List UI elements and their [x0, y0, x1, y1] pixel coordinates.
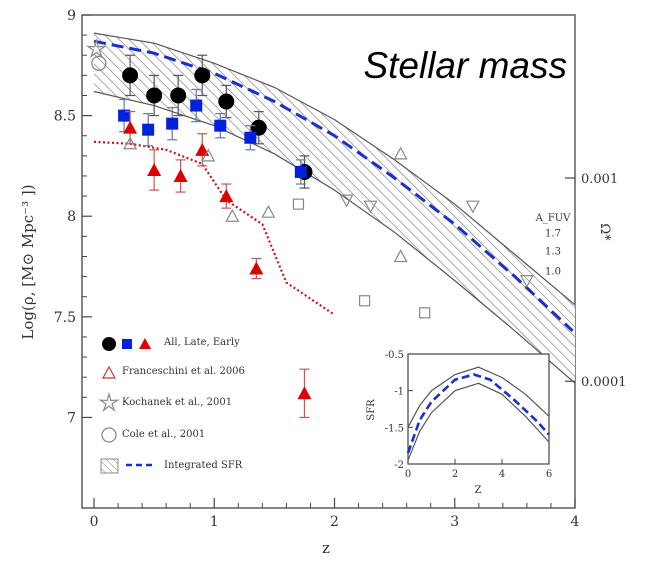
marker-star-open — [98, 391, 120, 413]
marker-circle-filled — [250, 119, 267, 136]
y-tick-label: 9 — [67, 8, 76, 24]
plot-frame — [81, 14, 576, 509]
axis-ticks: 0 1 2 3 4 7 7.5 8 8.5 9 0.001 0.0001 1.7 1.3 1.0 — [54, 8, 627, 530]
marker-triangle-down-open — [339, 194, 354, 208]
marker-circle-open — [91, 55, 107, 71]
marker-circle-filled — [102, 337, 116, 351]
inset-y-tick-label: -0.5 — [385, 350, 404, 361]
marker-triangle-filled — [147, 162, 162, 176]
band-upper-line — [93, 32, 576, 306]
inset-x-tick-label: 4 — [499, 469, 505, 480]
marker-circle-filled — [122, 67, 139, 84]
marker-triangle-open — [261, 204, 276, 218]
inset-x-tick-label: 2 — [452, 469, 458, 480]
inset-x-tick-label: 6 — [546, 469, 552, 480]
inset-y-tick-label: -1.5 — [385, 423, 404, 434]
marker-triangle-filled — [123, 120, 138, 134]
x-tick-label: 0 — [90, 514, 99, 530]
marker-square-filled — [294, 165, 307, 178]
x-axis-label: z — [322, 539, 330, 557]
stellar-mass-band — [94, 33, 575, 384]
sfr-inset: 0 2 4 6 -0.5 -1 -1.5 -2 Z SFR — [366, 350, 552, 496]
legend: All, Late, Early Franceschini et al. 200… — [98, 337, 245, 474]
marker-square-open — [292, 198, 305, 210]
legend-label-all-late-early: All, Late, Early — [163, 337, 240, 348]
marker-triangle-filled — [195, 142, 210, 156]
marker-star-open — [85, 38, 108, 59]
marker-triangle-filled — [173, 168, 188, 182]
x-tick-label: 1 — [210, 514, 219, 530]
marker-triangle-filled — [139, 338, 151, 349]
marker-triangle-down-open — [363, 200, 378, 214]
marker-circle-filled — [146, 87, 163, 104]
y-axis-label: Log(ρ, [M⊙ Mpc⁻³ ]) — [19, 184, 37, 339]
legend-label-integrated-sfr: Integrated SFR — [164, 460, 243, 471]
marker-circle-filled — [170, 87, 187, 104]
marker-circle-filled — [194, 67, 211, 84]
legend-label-kochanek: Kochanek et al., 2001 — [122, 397, 232, 408]
integrated-sfr-line — [93, 39, 574, 332]
marker-square-filled — [244, 131, 257, 144]
marker-triangle-filled — [249, 261, 264, 275]
y-tick-label: 8 — [67, 209, 76, 225]
marker-square-filled — [190, 99, 203, 112]
marker-triangle-down-open — [465, 200, 480, 214]
afuv-value: 1.7 — [545, 228, 561, 239]
marker-triangle-filled — [219, 189, 234, 203]
afuv-title: A_FUV — [535, 213, 572, 224]
marker-circle-open — [101, 427, 117, 443]
data-points — [85, 38, 534, 419]
y-tick-label: 8.5 — [54, 109, 76, 125]
marker-triangle-open — [225, 208, 240, 222]
marker-triangle-open — [123, 136, 138, 150]
marker-square-open — [419, 307, 431, 319]
inset-x-tick-label: 0 — [405, 469, 411, 480]
legend-band-swatch — [100, 458, 119, 474]
x-tick-label: 2 — [330, 514, 339, 530]
band-lower-line — [93, 90, 576, 384]
marker-triangle-down-open — [519, 275, 534, 288]
marker-square-filled — [166, 117, 179, 130]
right-tick-label: 0.001 — [581, 172, 618, 187]
marker-triangle-open — [393, 146, 408, 160]
marker-triangle-open — [393, 249, 408, 263]
chart-title: Stellar mass — [363, 45, 567, 86]
inset-ticks: 0 2 4 6 -0.5 -1 -1.5 -2 — [385, 350, 552, 480]
marker-square-filled — [142, 123, 155, 136]
y-tick-label: 7.5 — [54, 310, 76, 326]
inset-y-tick-label: -1 — [394, 387, 404, 398]
marker-square-filled — [214, 119, 227, 132]
marker-square-open — [358, 295, 371, 307]
inset-y-label: SFR — [366, 399, 377, 421]
inset-upper-line — [407, 366, 550, 428]
afuv-value: 1.3 — [545, 246, 561, 257]
marker-square-filled — [122, 339, 132, 349]
marker-circle-filled — [218, 93, 235, 110]
x-tick-label: 3 — [450, 514, 459, 530]
marker-square-filled — [118, 109, 131, 122]
marker-triangle-filled — [297, 386, 312, 400]
inset-frame — [407, 353, 550, 465]
legend-label-franceschini: Franceschini et al. 2006 — [122, 366, 245, 377]
inset-dashed-line — [406, 373, 550, 454]
right-axis-label: Ω* — [597, 223, 612, 241]
afuv-value: 1.0 — [545, 267, 561, 278]
marker-triangle-open — [201, 148, 216, 162]
x-tick-label: 4 — [571, 514, 580, 530]
right-tick-label: 0.0001 — [581, 375, 627, 390]
inset-x-label: Z — [475, 485, 482, 496]
y-tick-label: 7 — [67, 410, 76, 426]
inset-lower-line — [407, 382, 550, 461]
inset-y-tick-label: -2 — [394, 460, 404, 471]
marker-triangle-open — [101, 365, 117, 379]
legend-label-cole: Cole et al., 2001 — [122, 429, 205, 440]
